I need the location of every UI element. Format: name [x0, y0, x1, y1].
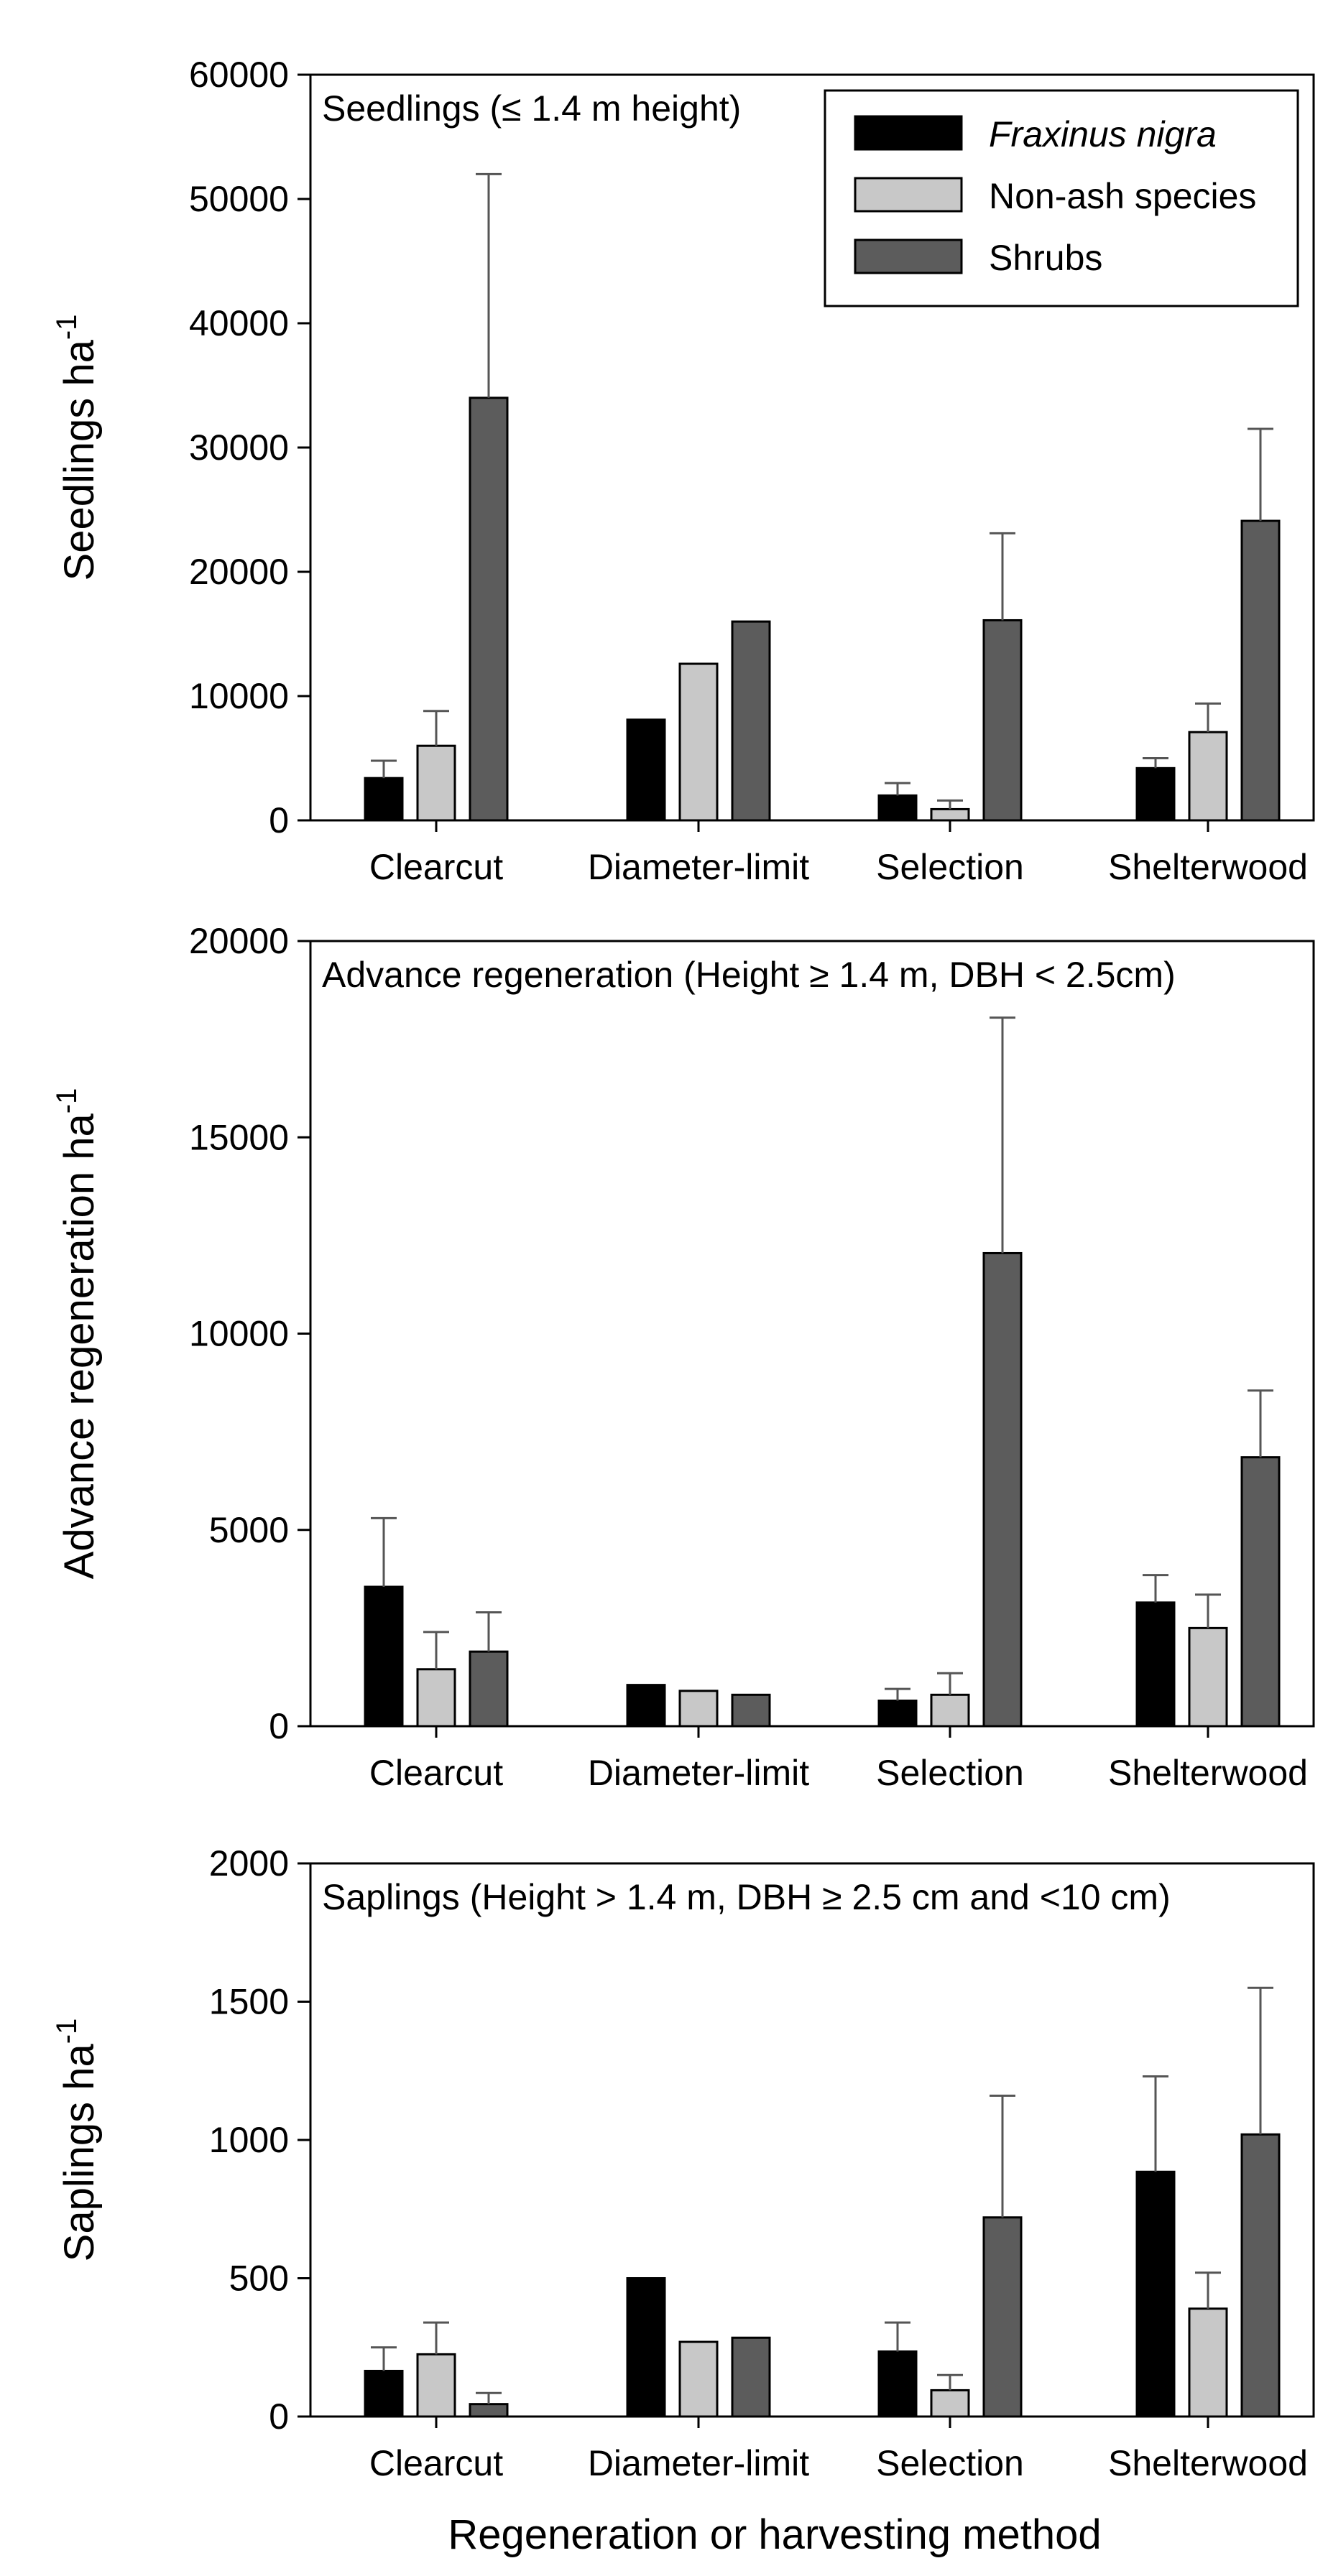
bar: [877, 1699, 918, 1728]
y-tick-label: 500: [229, 2258, 289, 2299]
bar: [469, 1650, 509, 1728]
x-tick-label: Shelterwood: [1108, 2443, 1308, 2483]
bar: [877, 2350, 918, 2418]
bar: [364, 2369, 404, 2418]
panel-title: Advance regeneration (Height ≥ 1.4 m, DB…: [322, 955, 1176, 995]
bar: [1188, 1626, 1228, 1728]
y-tick-label: 50000: [189, 179, 289, 219]
y-tick-label: 0: [269, 800, 289, 840]
saplings-panel: 0 500 1000 1500 2000 Clearcut Diameter-limit Se…: [51, 1843, 1315, 2483]
bar: [1240, 2133, 1281, 2418]
y-axis-label: Saplings ha-1: [51, 2019, 103, 2262]
y-tick-label: 20000: [189, 552, 289, 592]
legend-label: Shrubs: [989, 238, 1102, 278]
y-axis-label-superscript: -1: [51, 315, 83, 340]
legend-label: Non-ash species: [989, 176, 1256, 216]
y-axis-label-text: Saplings ha: [56, 2043, 103, 2261]
seedlings-panel: 0 10000 20000 30000 40000 50000 60000 Clearcut D…: [51, 55, 1315, 887]
y-axis-label-superscript: -1: [51, 2019, 83, 2044]
bar: [731, 2336, 771, 2418]
y-tick-label: 2000: [209, 1843, 289, 1884]
legend-swatch: [854, 115, 963, 151]
y-tick-label: 60000: [189, 55, 289, 95]
x-tick-label: Selection: [876, 847, 1024, 887]
x-tick-label: Selection: [876, 2443, 1024, 2483]
bar: [877, 794, 918, 822]
bar: [469, 2403, 509, 2418]
legend: Fraxinus nigra Non-ash species Shrubs: [824, 89, 1299, 307]
y-tick-label: 15000: [189, 1117, 289, 1157]
legend-swatch: [854, 238, 963, 274]
y-tick-label: 20000: [189, 921, 289, 961]
y-tick-label: 0: [269, 2396, 289, 2437]
bar: [626, 1684, 666, 1728]
y-axis-label: Advance regeneration ha-1: [51, 1088, 103, 1580]
x-tick-label: Diameter-limit: [588, 2443, 809, 2483]
bar: [930, 807, 970, 822]
bar: [626, 718, 666, 822]
y-tick-label: 40000: [189, 303, 289, 343]
bar: [731, 620, 771, 822]
bar: [1240, 1456, 1281, 1728]
y-tick-label: 30000: [189, 427, 289, 468]
y-axis-label: Seedlings ha-1: [51, 315, 103, 581]
bar: [1135, 2170, 1176, 2418]
x-axis-label: Regeneration or harvesting method: [448, 2511, 1101, 2558]
y-axis-label-text: Seedlings ha: [56, 339, 103, 580]
panel-title: Saplings (Height > 1.4 m, DBH ≥ 2.5 cm a…: [322, 1877, 1171, 1917]
bar: [678, 662, 719, 822]
bar: [678, 1690, 719, 1728]
bar: [1188, 731, 1228, 822]
bar: [982, 618, 1023, 822]
bar: [469, 397, 509, 822]
x-tick-label: Shelterwood: [1108, 1753, 1308, 1793]
x-tick-label: Clearcut: [369, 2443, 503, 2483]
bar: [678, 2340, 719, 2418]
y-tick-label: 0: [269, 1706, 289, 1746]
legend-swatch: [854, 177, 963, 213]
x-tick-label: Diameter-limit: [588, 847, 809, 887]
bar: [982, 1251, 1023, 1728]
bar: [626, 2277, 666, 2418]
bar: [416, 2353, 456, 2418]
y-tick-label: 10000: [189, 1314, 289, 1354]
bar: [1188, 2307, 1228, 2418]
y-tick-label: 1500: [209, 1982, 289, 2022]
advance-regeneration-panel: 0 5000 10000 15000 20000 Clearcut Diameter-lim…: [51, 921, 1315, 1793]
x-tick-label: Clearcut: [369, 1753, 503, 1793]
y-tick-label: 5000: [209, 1510, 289, 1550]
bar: [1135, 766, 1176, 822]
bar: [731, 1693, 771, 1728]
bar: [930, 2389, 970, 2418]
y-axis-label-text: Advance regeneration ha: [56, 1113, 103, 1579]
bar: [930, 1693, 970, 1728]
panel-title: Seedlings (≤ 1.4 m height): [322, 88, 741, 129]
y-tick-label: 1000: [209, 2120, 289, 2160]
x-tick-label: Selection: [876, 1753, 1024, 1793]
legend-label: Fraxinus nigra: [989, 114, 1217, 154]
bar: [416, 744, 456, 822]
bar: [1240, 519, 1281, 822]
x-tick-label: Shelterwood: [1108, 847, 1308, 887]
y-axis-label-superscript: -1: [51, 1088, 83, 1114]
y-tick-label: 10000: [189, 676, 289, 716]
bar: [364, 1585, 404, 1728]
x-tick-label: Diameter-limit: [588, 1753, 809, 1793]
bar: [1135, 1601, 1176, 1728]
bar: [982, 2216, 1023, 2418]
x-tick-label: Clearcut: [369, 847, 503, 887]
bar: [416, 1668, 456, 1728]
bar: [364, 777, 404, 822]
